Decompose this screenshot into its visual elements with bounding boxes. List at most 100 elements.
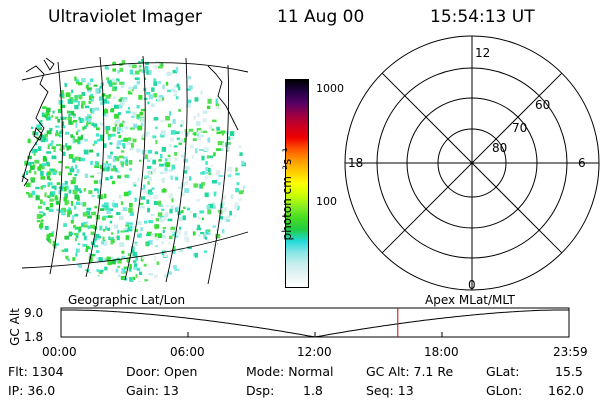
aurora-pixel	[113, 96, 117, 99]
aurora-pixel	[67, 99, 73, 104]
aurora-pixel	[213, 152, 216, 157]
aurora-pixel	[111, 232, 114, 235]
status-dsp-value: 1.8	[303, 383, 323, 398]
aurora-pixel	[90, 231, 95, 236]
aurora-pixel	[108, 236, 111, 240]
aurora-pixel	[70, 180, 76, 185]
aurora-pixel	[201, 155, 205, 161]
aurora-pixel	[140, 108, 146, 112]
aurora-pixel	[129, 225, 133, 230]
aurora-pixel	[157, 233, 162, 238]
aurora-pixel	[199, 210, 205, 214]
aurora-pixel	[76, 79, 79, 82]
aurora-pixel	[74, 174, 78, 177]
aurora-pixel	[136, 148, 141, 153]
aurora-pixel	[147, 158, 151, 162]
aurora-pixel	[167, 157, 171, 163]
aurora-pixel	[112, 157, 116, 163]
mlt-label-0: 0	[468, 278, 476, 292]
aurora-pixel	[25, 170, 29, 175]
aurora-pixel	[140, 117, 144, 122]
aurora-pixel	[103, 143, 107, 148]
aurora-pixel	[178, 248, 184, 253]
aurora-pixel	[108, 94, 112, 97]
aurora-pixel	[137, 233, 142, 238]
aurora-pixel	[183, 206, 186, 210]
aurora-pixel	[88, 190, 93, 195]
aurora-pixel	[60, 125, 66, 129]
aurora-pixel	[30, 180, 35, 183]
aurora-pixel	[189, 176, 192, 181]
aurora-pixel	[49, 143, 53, 146]
aurora-pixel	[46, 161, 50, 166]
aurora-pixel	[185, 180, 189, 185]
aurora-pixel	[86, 221, 89, 224]
aurora-pixel	[145, 61, 149, 65]
aurora-pixel	[120, 276, 126, 280]
aurora-pixel	[122, 120, 125, 123]
aurora-pixel	[59, 134, 63, 138]
aurora-pixel	[204, 175, 208, 180]
aurora-pixel	[77, 100, 80, 106]
aurora-pixel	[193, 115, 196, 120]
aurora-pixel	[74, 139, 79, 143]
aurora-pixel	[141, 188, 146, 191]
aurora-pixel	[46, 234, 51, 239]
aurora-pixel	[157, 212, 163, 217]
aurora-pixel	[129, 127, 135, 130]
aurora-pixel	[215, 103, 219, 107]
aurora-pixel	[118, 98, 122, 102]
aurora-pixel	[66, 200, 70, 205]
aurora-pixel	[238, 190, 244, 195]
aurora-pixel	[148, 170, 152, 175]
aurora-pixel	[150, 233, 155, 237]
aurora-pixel	[93, 238, 97, 242]
aurora-pixel	[147, 101, 150, 105]
aurora-pixel	[158, 159, 162, 162]
aurora-pixel	[93, 140, 98, 144]
altitude-curve	[61, 309, 569, 338]
aurora-pixel	[48, 208, 54, 212]
aurora-pixel	[141, 257, 146, 260]
aurora-pixel	[193, 252, 196, 257]
aurora-pixel	[76, 188, 81, 192]
aurora-pixel	[106, 77, 109, 81]
aurora-pixel	[105, 161, 108, 164]
timeline-xtick-0000: 00:00	[42, 345, 77, 359]
aurora-pixel	[137, 177, 140, 182]
aurora-pixel	[193, 183, 199, 188]
aurora-pixel	[128, 207, 133, 213]
aurora-pixel	[52, 110, 55, 114]
aurora-pixel	[221, 141, 224, 144]
aurora-pixel	[107, 135, 111, 140]
aurora-pixel	[168, 241, 171, 245]
aurora-pixel	[96, 257, 100, 262]
aurora-pixel	[228, 136, 231, 141]
aurora-pixel	[169, 111, 172, 116]
date-label: 11 Aug 00	[277, 7, 365, 27]
aurora-pixel	[110, 168, 116, 172]
aurora-pixel	[45, 238, 50, 242]
aurora-pixel	[89, 149, 94, 153]
aurora-pixel	[104, 66, 108, 69]
aurora-pixel	[145, 233, 150, 236]
lat-label-80: 80	[492, 141, 508, 155]
aurora-pixel	[88, 253, 92, 257]
aurora-pixel	[47, 171, 51, 176]
aurora-pixel	[42, 212, 46, 216]
aurora-pixel	[155, 236, 160, 241]
aurora-pixel	[197, 224, 201, 229]
aurora-pixel	[205, 229, 209, 234]
aurora-pixel	[107, 163, 112, 167]
aurora-pixel	[146, 241, 150, 246]
aurora-pixel	[145, 154, 148, 159]
aurora-pixel	[112, 86, 117, 92]
aurora-pixel	[215, 170, 221, 176]
aurora-pixel	[142, 133, 145, 138]
aurora-pixel	[99, 134, 104, 140]
aurora-pixel	[116, 146, 120, 149]
aurora-pixel	[160, 133, 165, 138]
aurora-pixel	[110, 175, 113, 179]
aurora-pixel	[141, 59, 144, 64]
meridian-1	[49, 61, 63, 275]
